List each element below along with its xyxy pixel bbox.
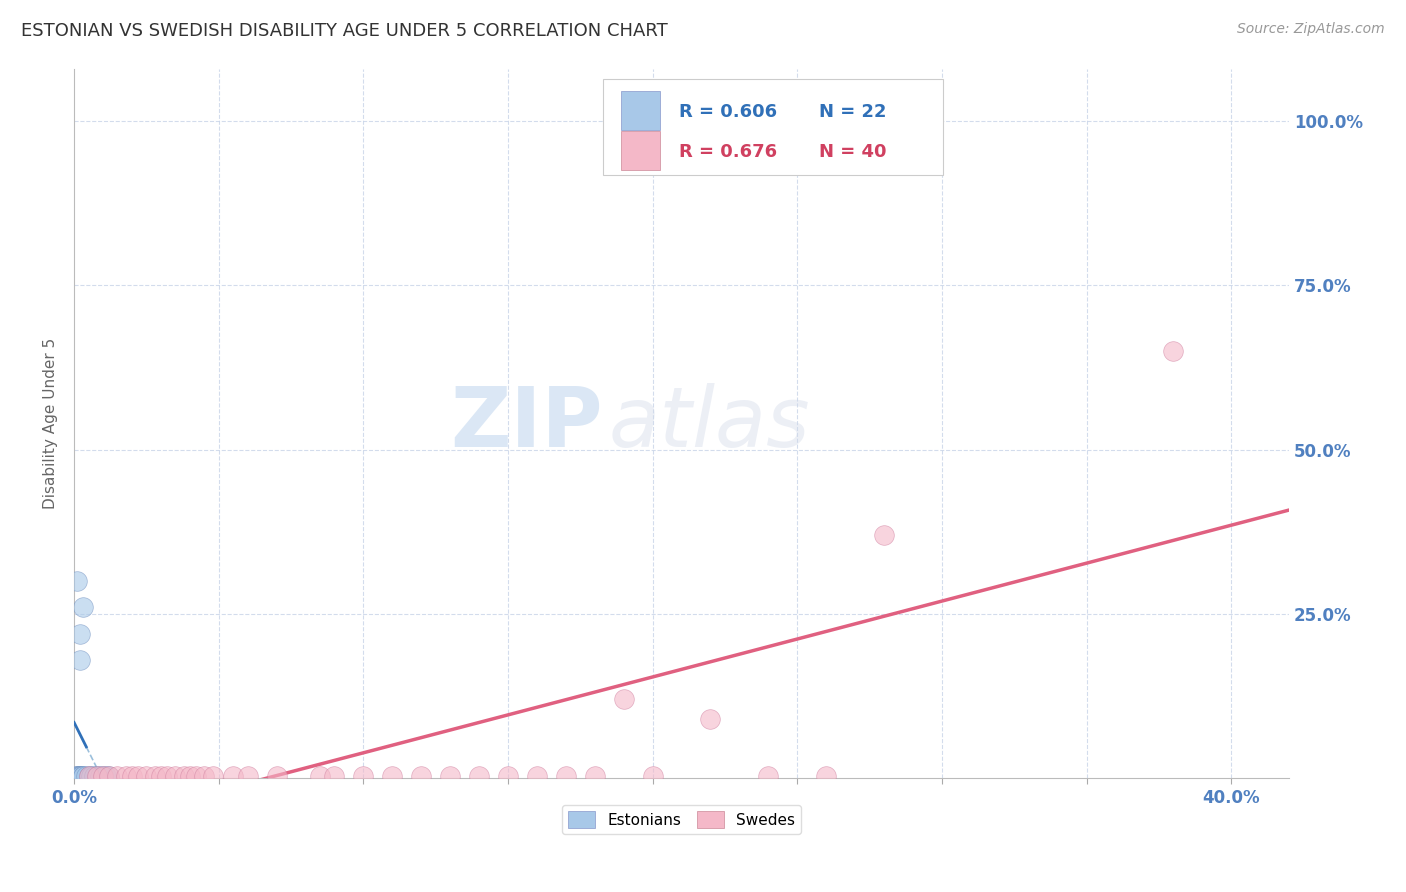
Y-axis label: Disability Age Under 5: Disability Age Under 5	[44, 338, 58, 509]
Point	[641, 769, 664, 783]
Point	[583, 769, 606, 783]
Point	[69, 769, 91, 783]
Text: atlas: atlas	[609, 383, 810, 464]
Point	[135, 769, 157, 783]
Point	[222, 769, 245, 783]
Point	[352, 769, 374, 783]
Text: Source: ZipAtlas.com: Source: ZipAtlas.com	[1237, 22, 1385, 37]
Point	[323, 769, 346, 783]
Point	[66, 769, 89, 783]
Point	[91, 769, 114, 783]
FancyBboxPatch shape	[603, 79, 943, 175]
Point	[77, 769, 100, 783]
Point	[67, 769, 90, 783]
Legend: Estonians, Swedes: Estonians, Swedes	[561, 805, 801, 834]
FancyBboxPatch shape	[621, 130, 659, 169]
Point	[66, 769, 89, 783]
Point	[72, 600, 94, 615]
Point	[72, 769, 94, 783]
Point	[411, 769, 433, 783]
Point	[309, 769, 332, 783]
Point	[554, 769, 576, 783]
Point	[121, 769, 143, 783]
Point	[94, 769, 117, 783]
Point	[468, 769, 491, 783]
Text: N = 22: N = 22	[818, 103, 886, 121]
Point	[86, 769, 108, 783]
Point	[613, 692, 636, 706]
Point	[66, 574, 89, 588]
Point	[86, 769, 108, 783]
FancyBboxPatch shape	[621, 91, 659, 129]
Point	[873, 528, 896, 542]
Point	[69, 626, 91, 640]
Point	[127, 769, 149, 783]
Point	[815, 769, 838, 783]
Point	[193, 769, 215, 783]
Point	[756, 769, 779, 783]
Point	[75, 769, 97, 783]
Point	[381, 769, 404, 783]
Point	[97, 769, 120, 783]
Point	[149, 769, 172, 783]
Point	[201, 769, 224, 783]
Text: R = 0.676: R = 0.676	[679, 143, 778, 161]
Point	[107, 769, 129, 783]
Point	[173, 769, 195, 783]
Point	[699, 712, 721, 726]
Point	[526, 769, 548, 783]
Point	[72, 769, 94, 783]
Point	[184, 769, 207, 783]
Text: R = 0.606: R = 0.606	[679, 103, 778, 121]
Point	[77, 769, 100, 783]
Point	[165, 769, 187, 783]
Point	[69, 653, 91, 667]
Point	[83, 769, 105, 783]
Text: ESTONIAN VS SWEDISH DISABILITY AGE UNDER 5 CORRELATION CHART: ESTONIAN VS SWEDISH DISABILITY AGE UNDER…	[21, 22, 668, 40]
Text: ZIP: ZIP	[450, 383, 603, 464]
Point	[70, 769, 93, 783]
Point	[439, 769, 461, 783]
Point	[266, 769, 288, 783]
Text: N = 40: N = 40	[818, 143, 886, 161]
Point	[143, 769, 166, 783]
Point	[156, 769, 179, 783]
Point	[65, 769, 87, 783]
Point	[1163, 344, 1185, 359]
Point	[115, 769, 138, 783]
Point	[496, 769, 519, 783]
Point	[69, 769, 91, 783]
Point	[236, 769, 259, 783]
Point	[179, 769, 201, 783]
Point	[89, 769, 111, 783]
Point	[80, 769, 103, 783]
Point	[97, 769, 120, 783]
Point	[91, 769, 114, 783]
